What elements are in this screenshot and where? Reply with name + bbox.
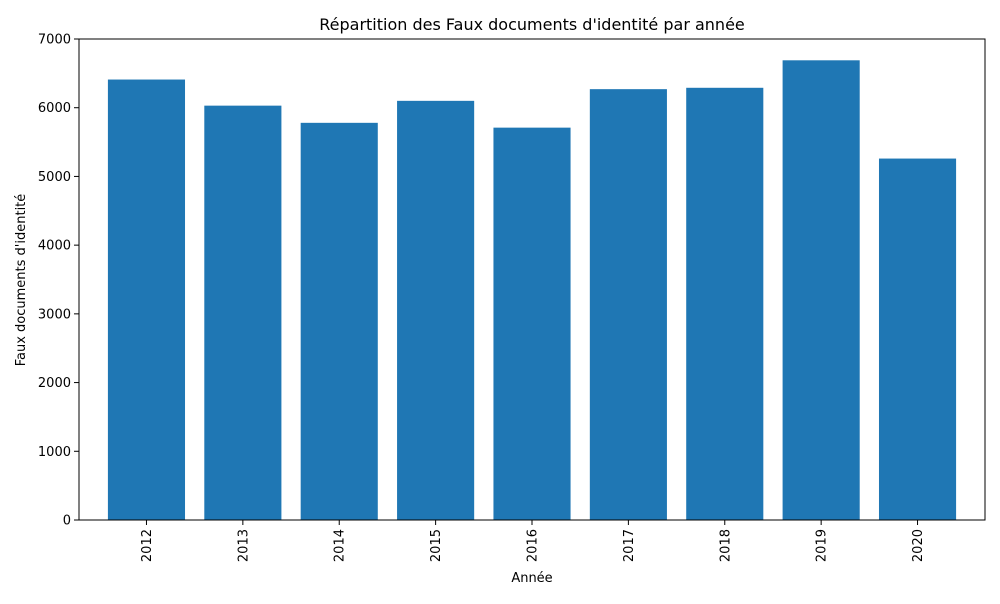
plot-frame bbox=[78, 38, 986, 521]
x-axis-ticks: 2012 2013 2014 2015 2016 2017 2018 2019 2020 bbox=[140, 520, 926, 562]
x-axis-label: Année bbox=[511, 571, 552, 586]
x-tick-label: 2020 bbox=[911, 529, 926, 562]
bar-2013 bbox=[204, 105, 282, 521]
y-tick-label: 7000 bbox=[38, 33, 71, 48]
y-tick-label: 5000 bbox=[38, 170, 71, 185]
y-tick-label: 2000 bbox=[38, 376, 71, 391]
x-tick-label: 2017 bbox=[622, 529, 637, 562]
y-tick-label: 4000 bbox=[38, 239, 71, 254]
x-tick-label: 2015 bbox=[429, 529, 444, 562]
bar-2017 bbox=[589, 89, 667, 520]
x-tick-label: 2012 bbox=[140, 529, 155, 562]
y-tick-label: 0 bbox=[63, 514, 71, 529]
bar-2014 bbox=[300, 122, 378, 520]
bar-2012 bbox=[107, 79, 186, 520]
bar-2020 bbox=[878, 158, 957, 520]
x-tick-label: 2016 bbox=[526, 529, 541, 562]
y-axis-ticks: 0 1000 2000 3000 4000 5000 6000 7000 bbox=[38, 33, 79, 529]
x-tick-label: 2014 bbox=[333, 529, 348, 562]
x-tick-label: 2018 bbox=[718, 529, 733, 562]
y-tick-label: 6000 bbox=[38, 101, 71, 116]
bar-2016 bbox=[493, 127, 571, 520]
bar-2015 bbox=[397, 100, 475, 520]
bar-2019 bbox=[782, 60, 860, 521]
chart-title: Répartition des Faux documents d'identit… bbox=[319, 15, 745, 34]
x-tick-label: 2019 bbox=[815, 529, 830, 562]
bar-2018 bbox=[686, 87, 764, 520]
y-tick-label: 3000 bbox=[38, 307, 71, 322]
x-tick-label: 2013 bbox=[236, 529, 251, 562]
bars-group bbox=[107, 60, 957, 521]
y-tick-label: 1000 bbox=[38, 445, 71, 460]
y-axis-label: Faux documents d'identité bbox=[14, 194, 29, 367]
